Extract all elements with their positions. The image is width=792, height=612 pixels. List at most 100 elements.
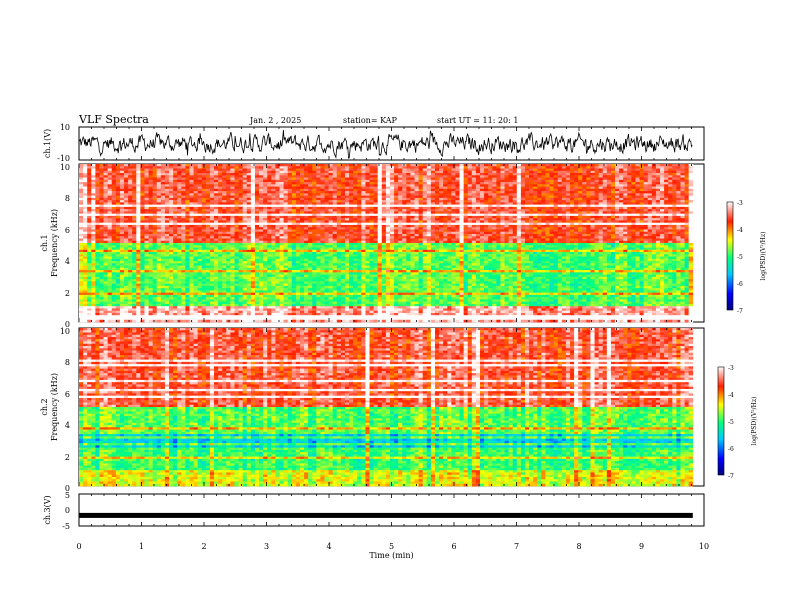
spectrogram-cell <box>185 193 190 196</box>
spectrogram-cell <box>496 197 501 201</box>
spectrogram-cell <box>299 195 305 199</box>
spectrogram-cell <box>459 209 465 212</box>
spectrogram-cell <box>357 209 362 212</box>
spectrogram-cell <box>214 206 219 210</box>
spectrogram-cell <box>643 182 649 185</box>
spectrogram-cell <box>242 211 248 215</box>
spectrogram-cell <box>598 177 604 181</box>
spectrogram-cell <box>267 224 272 228</box>
spectrogram-cell <box>197 166 203 169</box>
spectrogram-cell <box>193 229 199 233</box>
spectrogram-cell <box>295 184 301 187</box>
spectrogram-cell <box>484 193 489 196</box>
spectrogram-cell <box>353 227 358 230</box>
spectrogram-cell <box>676 218 681 221</box>
spectrogram-cell <box>308 204 313 208</box>
spectrogram-cell <box>193 218 199 221</box>
spectrogram-cell <box>242 233 248 237</box>
spectrogram-cell <box>115 224 121 228</box>
spectrogram-cell <box>259 229 264 233</box>
spectrogram-cell <box>516 231 522 235</box>
spectrogram-cell <box>156 213 162 217</box>
spectrogram-cell <box>328 233 334 237</box>
spectrogram-cell <box>418 233 424 237</box>
spectrogram-cell <box>361 202 366 206</box>
spectrogram-cell <box>181 209 186 212</box>
spectrogram-cell <box>590 168 595 172</box>
spectrogram-cell <box>107 168 113 172</box>
spectrogram-cell <box>353 173 358 176</box>
spectrogram-cell <box>160 184 166 187</box>
spectrogram-cell <box>389 164 395 167</box>
spectrogram-cell <box>238 227 244 230</box>
spectrogram-cell <box>672 170 677 174</box>
spectrogram-cell <box>373 215 379 219</box>
spectrogram-cell <box>136 206 141 210</box>
spectrogram-cell <box>434 179 440 183</box>
spectrogram-cell <box>439 229 444 233</box>
spectrogram-cell <box>353 177 358 181</box>
spectrogram-cell <box>107 233 113 237</box>
spectrogram-cell <box>91 173 96 176</box>
spectrogram-cell <box>574 209 579 212</box>
spectrogram-cell <box>103 229 109 233</box>
spectrogram-cell <box>627 231 632 235</box>
spectrogram-cell <box>132 170 137 174</box>
spectrogram-cell <box>455 206 460 210</box>
spectrogram-cell <box>226 193 231 196</box>
spectrogram-cell <box>557 166 563 169</box>
spectrogram-cell <box>516 164 522 167</box>
spectrogram-cell <box>488 200 493 203</box>
spectrogram-cell <box>119 218 125 221</box>
spectrogram-cell <box>610 233 616 237</box>
spectrogram-cell <box>308 179 313 183</box>
spectrogram-cell <box>283 211 289 215</box>
spectrogram-cell <box>668 200 673 203</box>
spectrogram-cell <box>87 188 92 192</box>
spectrogram-cell <box>238 236 244 239</box>
spectrogram-cell <box>418 202 424 206</box>
spectrogram-cell <box>467 168 473 172</box>
spectrogram-cell <box>336 206 342 210</box>
spectrogram-cell <box>459 186 465 190</box>
spectrogram-cell <box>545 215 550 219</box>
spectrogram-cell <box>209 213 215 217</box>
spectrogram-cell <box>193 209 199 212</box>
spectrogram-cell <box>320 179 325 183</box>
station-label: station= KAP <box>343 116 398 125</box>
spectrogram-cell <box>516 229 522 233</box>
spectrogram-cell <box>246 222 252 226</box>
spectrogram-cell <box>181 170 186 174</box>
spectrogram-cell <box>455 213 460 217</box>
spectrogram-cell <box>369 227 374 230</box>
spectrogram-cell <box>295 229 301 233</box>
spectrogram-cell <box>328 211 334 215</box>
spectrogram-cell <box>308 231 313 235</box>
spectrogram-cell <box>128 182 133 185</box>
spectrogram-cell <box>484 188 489 192</box>
spectrogram-cell <box>177 213 182 217</box>
spectrogram-cell <box>500 222 505 226</box>
spectrogram-cell <box>545 220 550 224</box>
spectrogram-cell <box>664 206 669 210</box>
spectrogram-cell <box>189 184 194 187</box>
spectrogram-cell <box>451 215 456 219</box>
spectrogram-cell <box>635 218 640 221</box>
spectrogram-cell <box>398 222 403 226</box>
spectrogram-cell <box>275 224 280 228</box>
spectrogram-cell <box>107 191 113 194</box>
spectrogram-cell <box>111 177 117 181</box>
spectrogram-cell <box>537 229 542 233</box>
spectrogram-cell <box>635 236 640 239</box>
spectrogram-cell <box>410 211 415 215</box>
spectrogram-cell <box>344 184 350 187</box>
spectrogram-cell <box>279 236 284 239</box>
spectrogram-cell <box>95 218 100 221</box>
spectrogram-cell <box>586 193 591 196</box>
spectrogram-cell <box>377 200 383 203</box>
spectrogram-cell <box>402 224 407 228</box>
spectrogram-cell <box>259 197 264 201</box>
spectrogram-cell <box>164 175 170 178</box>
spectrogram-cell <box>557 213 563 217</box>
spectrogram-cell <box>475 231 481 235</box>
